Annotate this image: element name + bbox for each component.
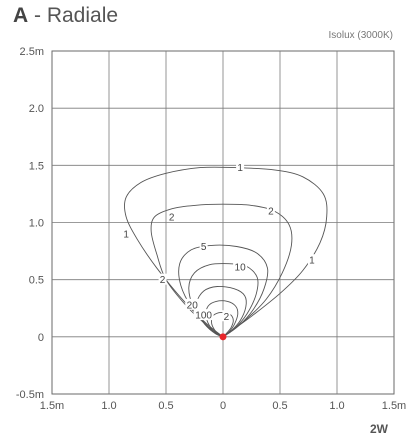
x-tick-label: 1.5m: [40, 400, 64, 412]
chart-subtitle: Isolux (3000K): [328, 30, 393, 41]
contour-label-2: 2: [169, 212, 175, 223]
x-tick-label: 1.0: [329, 400, 344, 412]
title-letter: A: [13, 4, 29, 27]
isolux-line-2: [150, 203, 293, 338]
isolux-line-1: [124, 166, 328, 338]
contour-label-2: 2: [268, 207, 274, 218]
y-tick-label: 0: [38, 332, 44, 344]
isolux-line-20: [196, 285, 247, 338]
isolux-line-50: [205, 300, 239, 338]
contour-label-bg: [222, 310, 231, 322]
contour-label-bg: [193, 309, 214, 321]
title-text: - Radiale: [28, 4, 119, 27]
contour-label-bg: [233, 261, 248, 273]
contour-label-bg: [307, 254, 316, 266]
contour-label-bg: [236, 161, 245, 173]
contour-label-10: 10: [235, 263, 247, 274]
y-tick-label: 1.5: [29, 160, 44, 172]
contour-label-bg: [167, 210, 176, 222]
x-tick-label: 1.0: [101, 400, 116, 412]
source-marks: [219, 333, 227, 341]
contour-label-bg: [158, 273, 167, 285]
contour-label-100: 100: [195, 311, 212, 322]
power-label: 2W: [370, 422, 388, 436]
contour-label-1: 1: [237, 163, 243, 174]
light-source-point: [219, 333, 227, 341]
contour-label-bg: [266, 205, 275, 217]
isolux-line-100: [211, 312, 234, 338]
chart-title: A - Radiale: [13, 4, 118, 28]
y-tick-label: 0.5: [29, 275, 44, 287]
contour-label-5: 5: [201, 242, 207, 253]
x-tick-label: 0.5: [158, 400, 173, 412]
axis-ticks: 1.5m 1.0 0.5 0 0.5 1.0 1.5m 2.5m 2.0 1.5 1.0 0.5 0 -0…: [16, 46, 406, 412]
contour-label-bg: [185, 298, 200, 310]
contour-label-bg: [122, 227, 131, 239]
x-tick-label: 1.5m: [382, 400, 406, 412]
contour-label-20: 20: [187, 300, 199, 311]
contour-label-2: 2: [224, 312, 230, 323]
isolux-contours: [124, 166, 328, 338]
y-tick-label: 2.0: [29, 103, 44, 115]
grid: [51, 50, 395, 395]
contour-label-bg: [199, 240, 208, 252]
y-tick-label: -0.5m: [16, 389, 44, 401]
y-tick-label: 1.0: [29, 218, 44, 230]
contour-label-2: 2: [160, 275, 166, 286]
y-tick-label: 2.5m: [20, 46, 44, 58]
x-tick-label: 0: [220, 400, 226, 412]
x-tick-label: 0.5: [272, 400, 287, 412]
contour-label-1: 1: [309, 256, 315, 267]
contour-label-1: 1: [123, 229, 129, 240]
